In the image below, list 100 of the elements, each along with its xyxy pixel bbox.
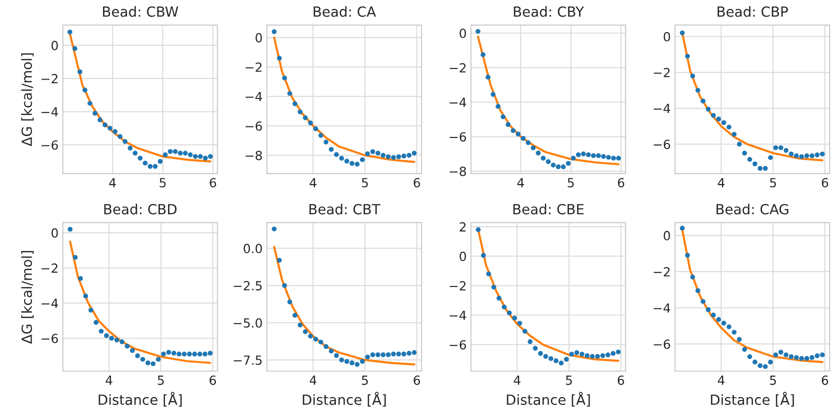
- point: [114, 338, 120, 342]
- x-tick-label: 6: [414, 178, 420, 188]
- point: [82, 88, 88, 92]
- point: [67, 30, 72, 34]
- point: [758, 363, 763, 368]
- y-tick-label: 2: [460, 222, 466, 232]
- y-tick-label: −2: [450, 281, 466, 290]
- point: [576, 152, 581, 158]
- y-tick-label: −8: [246, 150, 262, 160]
- point: [318, 133, 324, 138]
- point: [512, 316, 517, 320]
- point: [532, 346, 538, 351]
- x-axis-title: Distance [Å]: [98, 392, 182, 407]
- point: [517, 320, 522, 326]
- point: [412, 350, 417, 355]
- point: [192, 154, 198, 159]
- point: [298, 109, 303, 114]
- point: [72, 46, 78, 51]
- y-tick-label: −2: [42, 263, 58, 273]
- point: [108, 126, 112, 131]
- point: [406, 152, 412, 158]
- point: [526, 140, 531, 146]
- x-axis-title: Distance [Å]: [710, 392, 794, 407]
- chart-title: Bead: CBE: [513, 204, 584, 214]
- chart-title: Bead: CBT: [309, 204, 380, 214]
- point: [370, 149, 376, 154]
- point: [500, 114, 506, 120]
- point: [606, 352, 610, 358]
- point: [726, 324, 732, 330]
- point: [543, 354, 548, 359]
- point: [574, 350, 580, 356]
- x-tick-label: 5: [362, 376, 368, 385]
- point: [570, 156, 576, 161]
- point: [112, 129, 118, 134]
- point: [272, 29, 277, 34]
- x-tick-label: 5: [566, 376, 572, 385]
- point: [124, 344, 130, 349]
- x-tick-label: 6: [822, 178, 828, 188]
- point: [690, 274, 696, 280]
- point: [804, 153, 810, 158]
- x-tick-label: 4: [310, 376, 316, 385]
- x-tick-label: 5: [568, 178, 574, 188]
- point: [548, 356, 554, 362]
- y-tick-label: −4: [42, 107, 58, 116]
- point: [376, 352, 380, 358]
- x-tick-label: 6: [210, 178, 216, 188]
- point: [506, 310, 512, 316]
- point: [606, 154, 611, 160]
- x-tick-label: 4: [517, 178, 524, 188]
- y-tick-label: −4: [42, 298, 58, 308]
- point: [292, 101, 298, 106]
- chart-title: Bead: CAG: [716, 204, 788, 214]
- point: [276, 258, 282, 263]
- point: [726, 124, 732, 130]
- point: [711, 113, 716, 118]
- y-axis-title: ΔG [kcal/mol]: [21, 53, 34, 146]
- point: [282, 283, 287, 288]
- point: [496, 104, 500, 109]
- point: [540, 156, 546, 161]
- point: [480, 52, 486, 58]
- point: [197, 352, 202, 356]
- point: [616, 350, 621, 354]
- point: [365, 354, 370, 360]
- y-tick-label: −2.5: [234, 281, 262, 290]
- point: [391, 352, 396, 356]
- point: [695, 88, 700, 93]
- point: [611, 156, 616, 161]
- point: [794, 153, 799, 158]
- point: [339, 156, 344, 161]
- point: [716, 317, 722, 322]
- point: [788, 152, 794, 156]
- point: [158, 159, 163, 164]
- point: [510, 128, 516, 134]
- point: [784, 352, 788, 358]
- point: [182, 150, 188, 156]
- point: [506, 122, 511, 127]
- point: [328, 147, 334, 152]
- x-tick-label: 6: [618, 376, 624, 385]
- chart-title: Bead: CBP: [718, 6, 788, 17]
- point: [292, 312, 298, 318]
- x-tick-label: 5: [158, 376, 164, 385]
- point: [820, 352, 825, 358]
- point: [130, 348, 135, 353]
- y-tick-label: −6: [654, 339, 670, 349]
- y-tick-label: −5.0: [234, 318, 262, 328]
- point: [208, 350, 213, 356]
- y-tick-label: −2: [42, 74, 58, 84]
- point: [706, 106, 711, 112]
- point: [272, 226, 277, 232]
- x-tick-label: 4: [310, 178, 316, 188]
- point: [78, 276, 83, 281]
- point: [600, 353, 606, 358]
- point: [716, 116, 722, 122]
- point: [162, 152, 168, 158]
- point: [166, 350, 172, 355]
- point: [747, 156, 752, 162]
- y-tick-label: −6: [246, 121, 262, 131]
- x-tick-label: 5: [362, 178, 368, 188]
- point: [386, 154, 391, 160]
- point: [198, 154, 203, 159]
